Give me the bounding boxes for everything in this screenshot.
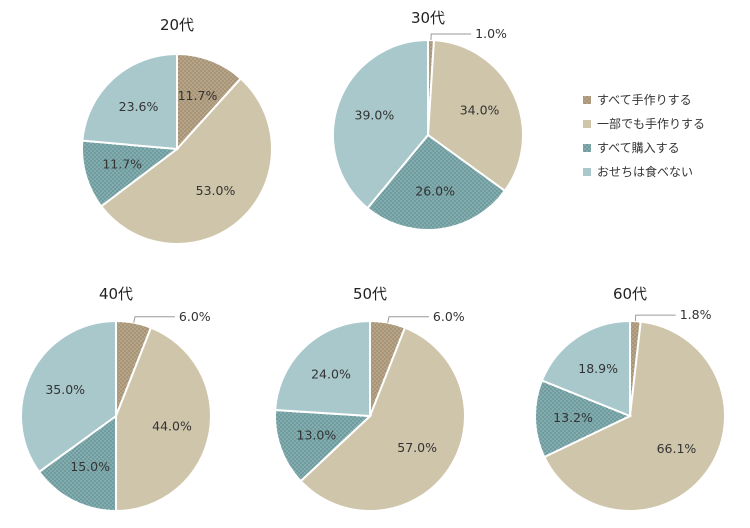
legend-label: おせちは食べない — [597, 164, 693, 179]
data-label: 39.0% — [355, 108, 395, 123]
slice-no-osechi — [20, 319, 117, 474]
leader-line — [430, 33, 472, 41]
data-label: 34.0% — [460, 103, 500, 118]
slice-partly-homemade — [299, 326, 466, 512]
legend-swatch — [583, 120, 591, 128]
data-label: 26.0% — [415, 184, 455, 199]
data-label: 6.0% — [433, 309, 465, 324]
data-label: 1.0% — [475, 26, 507, 41]
data-label: 57.0% — [397, 440, 437, 455]
chart-title: 60代 — [613, 285, 647, 303]
legend-label: すべて購入する — [597, 141, 680, 155]
pie-chart-0: 20代 11.7% 53.0% 11.7% 23.6% — [81, 16, 273, 245]
pie-chart-2: 40代 6.0% 44.0% 15.0% 35.0% — [20, 285, 212, 513]
slice-partly-homemade — [542, 320, 726, 512]
leader-line — [133, 316, 175, 323]
slice-partly-homemade — [115, 326, 212, 513]
data-label: 13.0% — [297, 427, 337, 442]
data-label: 11.7% — [102, 157, 142, 172]
slice-all-purchased — [366, 133, 507, 231]
legend-swatch — [583, 168, 591, 176]
data-label: 35.0% — [45, 382, 85, 397]
leader-line — [634, 314, 676, 322]
pie-chart-1: 30代 1.0% 34.0% 26.0% 39.0% — [332, 9, 524, 231]
slice-no-osechi — [540, 319, 631, 418]
chart-title: 20代 — [160, 16, 194, 34]
data-label: 66.1% — [657, 441, 697, 456]
data-label: 6.0% — [179, 309, 211, 324]
slice-all-purchased — [37, 414, 117, 513]
pie-charts-group: 20代 11.7% 53.0% 11.7% 23.6% 30代 1.0% 34.0% 26.0%… — [20, 9, 726, 513]
data-label: 53.0% — [196, 183, 236, 198]
data-label: 44.0% — [152, 419, 192, 434]
slice-all-purchased — [274, 408, 373, 483]
pie-chart-3: 50代 6.0% 57.0% 13.0% 24.0% — [274, 285, 466, 512]
chart-title: 50代 — [353, 285, 387, 303]
data-label: 11.7% — [178, 88, 218, 103]
slice-partly-homemade — [99, 77, 273, 245]
data-label: 13.2% — [553, 410, 593, 425]
data-label: 18.9% — [578, 361, 618, 376]
slice-all-purchased — [534, 379, 633, 459]
data-label: 23.6% — [119, 99, 159, 114]
data-label: 24.0% — [311, 366, 351, 381]
pie-chart-4: 60代 1.8% 66.1% 13.2% 18.9% — [534, 285, 726, 512]
slice-partly-homemade — [426, 39, 524, 193]
legend-label: 一部でも手作りする — [597, 116, 705, 131]
slice-all-homemade — [176, 52, 243, 152]
legend-label: すべて手作りする — [597, 93, 692, 107]
legend-swatch — [583, 144, 591, 152]
slice-no-osechi — [332, 38, 429, 210]
chart-title: 30代 — [411, 9, 445, 27]
data-label: 1.8% — [680, 307, 712, 322]
data-label: 15.0% — [70, 459, 110, 474]
slice-no-osechi — [81, 52, 178, 151]
leader-line — [387, 316, 429, 323]
slice-all-purchased — [81, 139, 180, 208]
chart-title: 40代 — [99, 285, 133, 303]
slice-no-osechi — [274, 319, 371, 418]
legend-swatch — [583, 96, 591, 104]
